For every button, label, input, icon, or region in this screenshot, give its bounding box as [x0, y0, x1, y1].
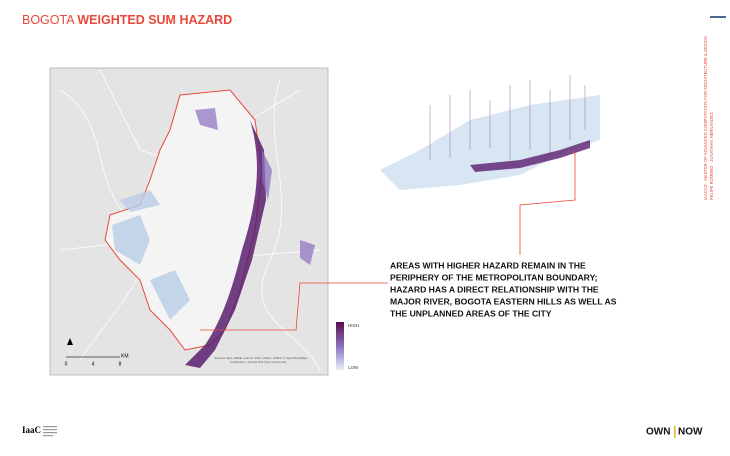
- body-line: PERIPHERY OF THE METROPOLITAN BOUNDARY;: [390, 272, 598, 282]
- attribution: contributors, and the GIS User Community: [230, 360, 287, 364]
- connector: [200, 282, 388, 331]
- body: AREAS WITH HIGHER HAZARD REMAIN IN THE P…: [390, 260, 617, 318]
- attribution: Sources: Esri, HERE, Garmin, FAO, NOAA, …: [214, 356, 308, 360]
- brand: NOW: [678, 427, 703, 438]
- scale-label: 0: [65, 361, 68, 367]
- side-text: IAACAD - MASTER OF ADVANCED COMPUTATION …: [703, 36, 714, 200]
- body-line: AREAS WITH HIGHER HAZARD REMAIN IN THE: [390, 260, 586, 270]
- legend-bar: [336, 322, 344, 370]
- logo: IaaC: [22, 425, 41, 435]
- legend-low: LOW: [348, 365, 359, 370]
- map: HIGH LOW 0 4 8 KM Sources: Esri, HERE, G…: [49, 67, 359, 376]
- scale-unit: KM: [121, 353, 129, 359]
- side-line: FELIPE ROMERO · JONATHAN HERNANDEZ: [709, 112, 714, 200]
- scale-label: 8: [119, 361, 122, 367]
- scale-label: 4: [92, 361, 95, 367]
- legend-high: HIGH: [348, 323, 359, 328]
- connector: [519, 152, 576, 255]
- accent: [710, 16, 726, 18]
- title: BOGOTA WEIGHTED SUM HAZARD: [22, 13, 232, 27]
- body-line: MAJOR RIVER, BOGOTA EASTERN HILLS AS WEL…: [390, 296, 617, 306]
- body-line: HAZARD HAS A DIRECT RELATIONSHIP WITH TH…: [390, 284, 599, 294]
- title-main: WEIGHTED SUM HAZARD: [77, 13, 232, 27]
- body-line: THE UNPLANNED AREAS OF THE CITY: [390, 308, 552, 318]
- brand-bar: [674, 426, 676, 438]
- title-prefix: BOGOTA: [22, 13, 75, 27]
- side-line: IAACAD - MASTER OF ADVANCED COMPUTATION …: [703, 36, 708, 200]
- brand: OWN: [646, 427, 670, 438]
- 3d-view: [380, 75, 600, 190]
